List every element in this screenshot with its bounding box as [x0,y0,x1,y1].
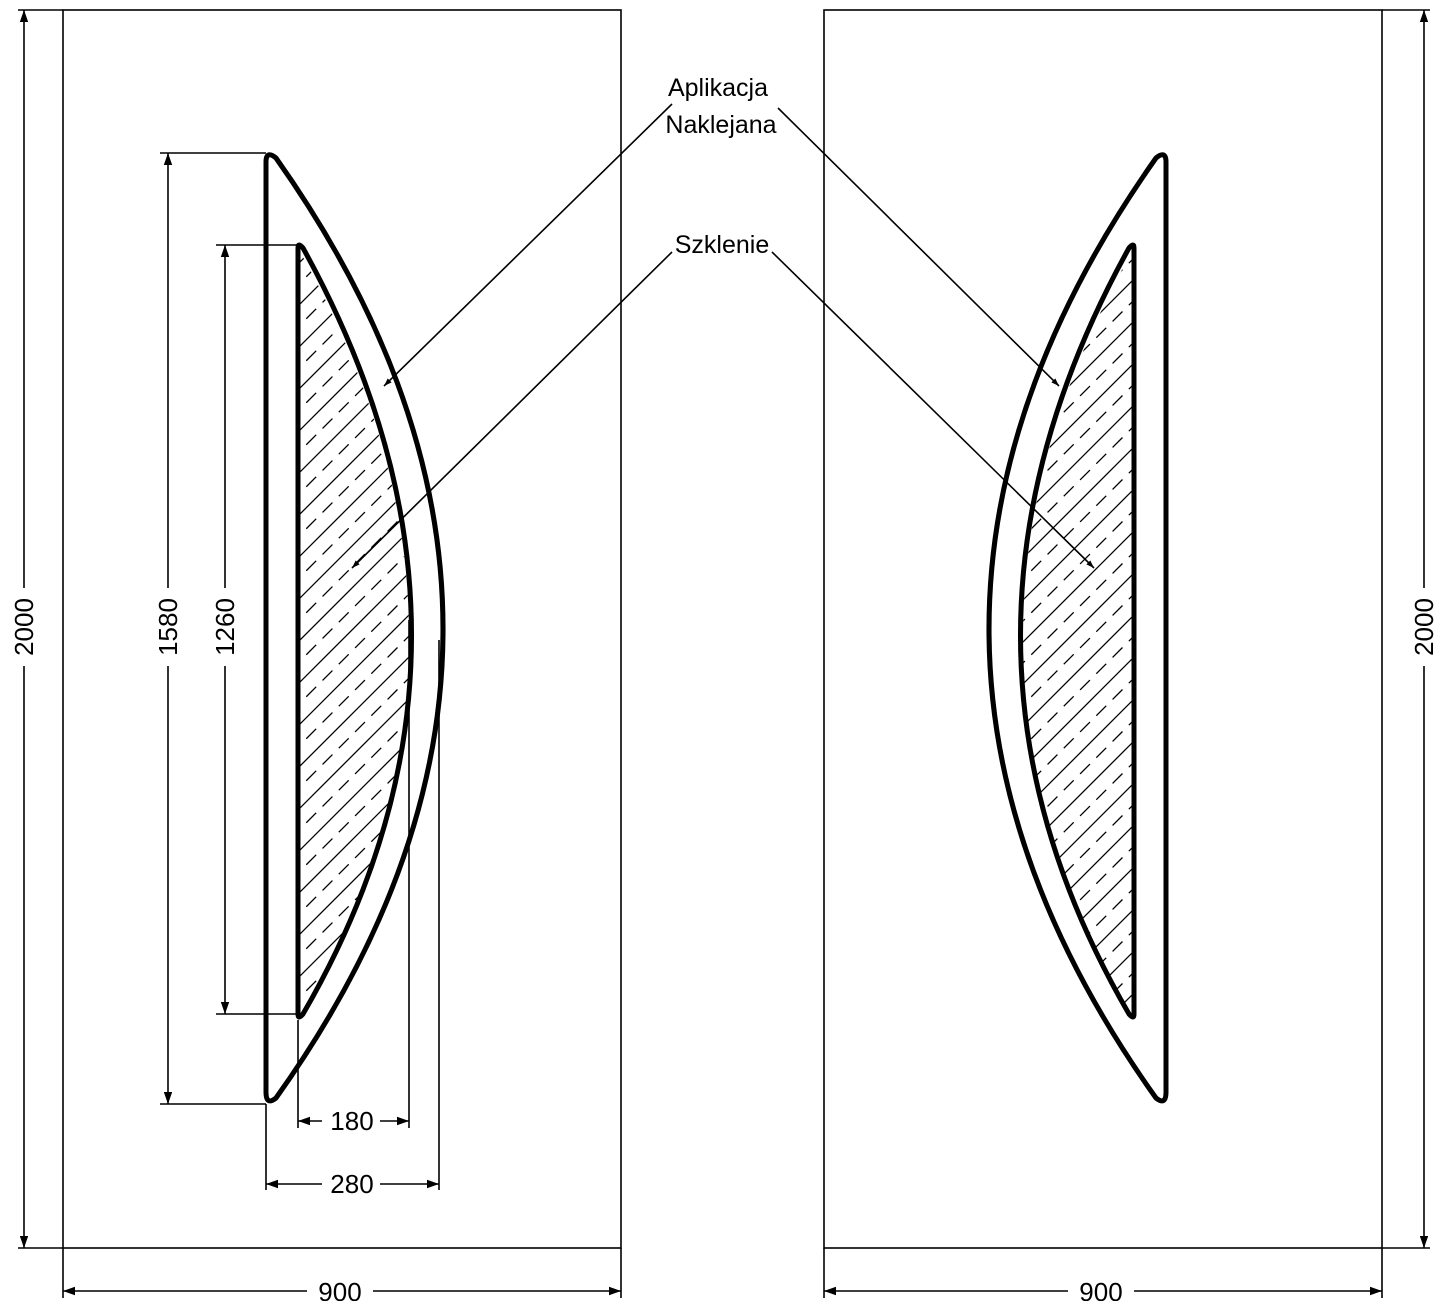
hatch-line [298,330,409,462]
left-applique-outline [263,152,446,1104]
glazing-leader-right [771,251,1095,569]
applique-leader-left [383,103,673,387]
hatch-line [1023,477,1134,609]
hatch-line [298,351,409,483]
right-door: 2000 900 [823,9,1440,1301]
hatch-line [1023,645,1134,777]
hatch-line [1023,540,1134,672]
left-glazing-outline [295,242,414,1020]
hatch-line [1023,792,1134,924]
hatch-line [298,771,409,903]
hatch-line [298,414,409,546]
hatch-line [298,498,409,630]
hatch-line [1023,372,1134,504]
hatch-line [298,708,409,840]
hatch-line [1023,687,1134,819]
hatch-line [298,624,409,756]
hatch-line [1023,834,1134,966]
hatch-line [298,687,409,819]
hatch-line [1015,1024,1145,1154]
right-door-outline [823,9,1383,1249]
left-door-width-dimension: 900 [318,1277,361,1301]
hatch-line [1023,624,1134,756]
hatch-line [1023,519,1134,651]
hatch-line [1023,309,1134,441]
glazing-width-dimension: 180 [330,1106,373,1136]
hatch-line [298,477,409,609]
hatch-line [298,372,409,504]
hatch-line [298,519,409,651]
hatch-line [298,666,409,798]
hatch-line [1023,414,1134,546]
hatch-line [298,750,409,882]
hatch-line [298,645,409,777]
hatch-line [1023,248,1134,294]
hatch-line [298,456,409,588]
callouts: Aplikacja Naklejana Szklenie [351,74,1095,569]
glazing-height-dimension: 1260 [210,598,240,656]
right-applique-outline [986,152,1169,1104]
hatch-line [298,248,409,294]
hatch-line [1023,729,1134,861]
hatch-line [1023,248,1134,252]
hatch-line [298,792,409,924]
hatch-line [298,960,409,1020]
glazing-label: Szklenie [675,231,770,259]
hatch-line [298,248,409,336]
hatch-line [1023,981,1134,1020]
hatch-line [1023,435,1134,567]
right-door-height-dimension: 2000 [1409,598,1439,656]
hatch-line [298,582,409,714]
hatch-line [1023,456,1134,588]
hatch-line [298,729,409,861]
hatch-line [1023,561,1134,693]
hatch-line [1023,603,1134,735]
hatch-line [1023,876,1134,1008]
hatch-line [1023,771,1134,903]
hatch-line [1023,248,1134,336]
hatch-line [1023,248,1134,378]
hatch-line [1023,248,1134,357]
glazing-leader-left [351,251,673,569]
left-door: 1580 1260 180 280 2000 900 [8,9,622,1301]
hatch-line [1023,918,1134,1020]
hatch-line [1015,100,1145,230]
applique-leader-right [777,107,1060,387]
applique-label-line1: Aplikacja [668,74,768,102]
hatch-line [298,918,409,1020]
hatch-line [298,897,409,1020]
hatch-line [298,248,409,378]
hatch-line [1023,351,1134,483]
hatch-line [298,561,409,693]
hatch-line [1023,393,1134,525]
hatch-line [298,834,409,966]
hatch-line [298,309,409,441]
hatch-line [298,540,409,672]
hatch-line [1023,1002,1134,1020]
hatch-line [298,248,409,252]
hatch-line [298,603,409,735]
applique-width-dimension: 280 [330,1169,373,1199]
left-door-height-dimension: 2000 [9,598,39,656]
hatch-line [298,813,409,945]
hatch-line [1023,498,1134,630]
applique-height-dimension: 1580 [153,598,183,656]
left-door-outline [62,9,622,1249]
right-door-width-dimension: 900 [1079,1277,1122,1301]
applique-label-line2: Naklejana [665,111,776,139]
hatch-line [298,876,409,1008]
hatch-line [298,288,409,420]
right-glazing-outline [1018,242,1137,1020]
hatch-line [1023,582,1134,714]
